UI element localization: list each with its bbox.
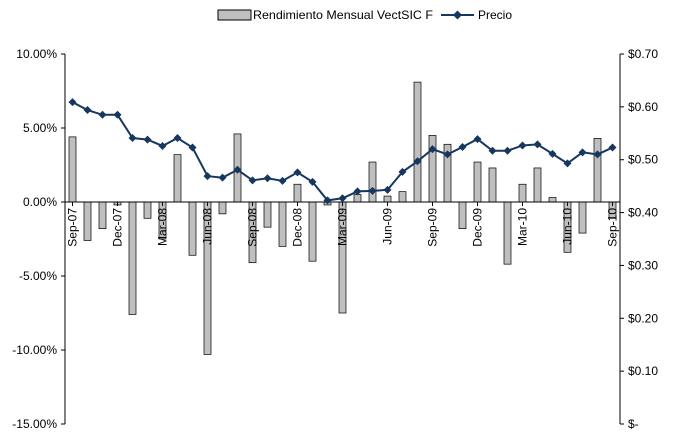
x-tick-label: Sep-07 [66,208,80,247]
price-point-Nov-07 [98,110,107,119]
price-point-Jan-10 [488,146,497,155]
bar-Jan-08 [128,201,137,315]
price-point-Aug-10 [593,150,602,159]
right-tick-label: $0.10 [628,364,658,378]
price-point-Mar-10 [518,141,527,150]
bar-Jul-10 [578,201,587,234]
legend-line-marker [453,10,462,20]
x-tick-label: Jun-09 [381,208,395,245]
price-point-Apr-10 [533,140,542,149]
x-tick-label: Jun-08 [201,208,215,245]
x-tick-label: Dec-08 [291,208,305,247]
price-point-Nov-09 [458,143,467,152]
price-point-Nov-08 [278,176,287,185]
x-tick-label: Mar-10 [516,208,530,246]
price-point-Sep-08 [248,176,257,185]
x-tick-label: Dec-07 [111,208,125,247]
price-point-Jun-08 [203,172,212,181]
legend-line-label: Precio [478,8,512,22]
right-tick-label: $0.30 [628,258,658,272]
price-point-Oct-09 [443,150,452,159]
price-point-Sep-10 [608,143,617,152]
right-tick-label: $0.70 [628,47,658,61]
price-point-Jul-09 [398,167,407,176]
price-point-Mar-08 [158,141,167,150]
left-tick-label: 0.00% [23,195,57,209]
left-tick-label: 10.00% [16,47,57,61]
left-tick-label: -5.00% [19,269,57,283]
price-point-Aug-08 [233,165,242,174]
left-tick-label: -15.00% [12,417,57,431]
price-point-Feb-10 [503,146,512,155]
price-point-Jan-08 [128,134,137,143]
price-point-May-08 [188,143,197,152]
legend: Rendimiento Mensual VectSIC F Precio [217,8,512,22]
price-point-May-09 [368,186,377,195]
price-point-Jan-09 [308,177,317,186]
legend-bar-swatch [217,9,252,21]
left-tick-label: 5.00% [23,121,57,135]
left-tick-label: -10.00% [12,343,57,357]
bar-Mar-10 [518,183,527,203]
price-point-Feb-08 [143,135,152,144]
price-point-Dec-08 [293,168,302,177]
x-tick-label: Mar-09 [336,208,350,246]
price-point-Oct-07 [83,106,92,115]
bar-Jan-09 [308,201,317,262]
x-tick-label: Jun-10 [561,208,575,245]
price-point-Jul-10 [578,148,587,157]
bar-Sep-07 [68,136,77,203]
price-point-Aug-09 [413,157,422,166]
price-point-Oct-08 [263,174,272,183]
right-tick-label: $0.50 [628,153,658,167]
bar-Jul-08 [218,201,227,215]
x-tick-label: Sep-08 [246,208,260,247]
x-tick-label: Mar-08 [156,208,170,246]
x-tick-label: Dec-09 [471,208,485,247]
right-tick-label: $0.60 [628,100,658,114]
price-point-Jul-08 [218,173,227,182]
price-point-May-10 [548,149,557,158]
right-tick-label: $0.40 [628,206,658,220]
bar-Dec-09 [473,161,482,203]
price-point-Apr-09 [353,187,362,196]
bar-Apr-09 [353,194,362,203]
bar-May-08 [188,201,197,256]
bar-Aug-10 [593,138,602,203]
price-point-Feb-09 [323,196,332,205]
bar-May-10 [548,197,557,203]
price-point-Mar-09 [338,194,347,203]
bar-Apr-08 [173,154,182,203]
bar-Feb-10 [503,201,512,265]
right-tick-label: $0.20 [628,311,658,325]
bar-Nov-08 [278,201,287,247]
plot-area: 10.00% 5.00% 0.00% -5.00% -10.00% -15.00% $0.7… [12,47,658,431]
price-point-Sep-09 [428,145,437,154]
bar-Dec-08 [293,183,302,203]
bar-Jun-09 [383,195,392,203]
bar-Nov-09 [458,201,467,229]
legend-bar-label: Rendimiento Mensual VectSIC F [253,8,433,22]
bar-Oct-07 [83,201,92,241]
x-tick-label: Sep-10 [606,208,620,247]
bar-Jan-10 [488,167,497,203]
price-point-Apr-08 [173,134,182,143]
price-line [72,101,613,202]
right-tick-label: $- [628,417,639,431]
price-point-Dec-09 [473,135,482,144]
price-point-Sep-07 [68,98,77,107]
bar-Aug-09 [413,81,422,203]
price-point-Jun-10 [563,159,572,168]
x-tick-label: Sep-09 [426,208,440,247]
bar-Feb-08 [143,201,152,219]
bar-Oct-08 [263,201,272,228]
bar-May-09 [368,161,377,203]
price-point-Dec-07 [113,110,122,119]
bar-Jul-09 [398,191,407,203]
bar-Apr-10 [533,167,542,203]
bar-Nov-07 [98,201,107,229]
price-point-Jun-09 [383,185,392,194]
